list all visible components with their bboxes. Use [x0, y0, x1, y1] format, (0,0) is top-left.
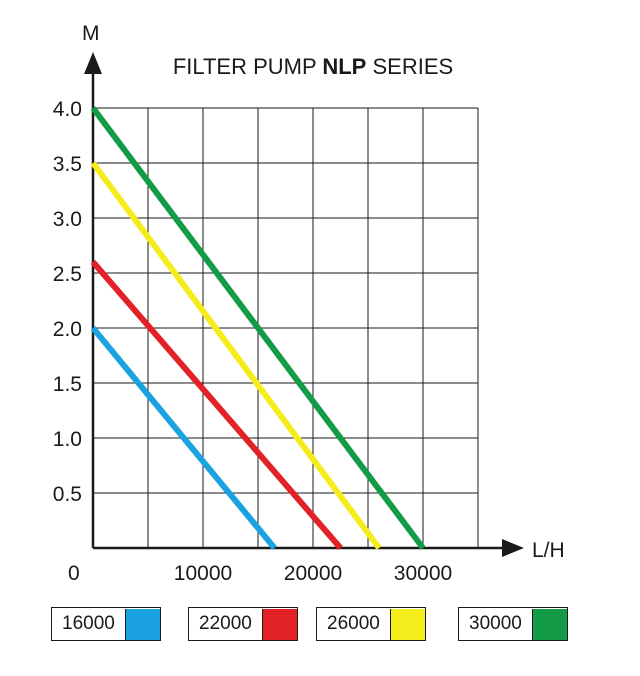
y-tick-label: 1.5: [53, 373, 82, 396]
x-origin-label: 0: [68, 562, 80, 585]
y-tick-label: 3.0: [53, 208, 82, 231]
y-tick-label: 2.5: [53, 263, 82, 286]
legend-swatch: [261, 608, 297, 640]
y-tick-label: 2.0: [53, 318, 82, 341]
chart-title: FILTER PUMP NLP SERIES: [173, 54, 453, 79]
legend-label: 26000: [327, 613, 380, 634]
chart-title-part-2: NLP: [322, 54, 366, 79]
legend-item: 30000: [458, 606, 568, 642]
legend-box: 30000: [458, 607, 568, 641]
legend-box: 16000: [51, 607, 161, 641]
legend-label: 16000: [62, 613, 115, 634]
x-tick-label: 30000: [394, 562, 452, 585]
legend-swatch: [531, 608, 567, 640]
series-line-16000: [90, 326, 277, 550]
series-line-22000: [90, 260, 343, 550]
y-tick-label: 0.5: [53, 483, 82, 506]
legend-item: 16000: [51, 606, 161, 642]
chart-title-part-1: FILTER PUMP: [173, 54, 323, 79]
grid: [93, 107, 479, 548]
series-lines: [90, 106, 426, 550]
series-line-26000: [90, 161, 382, 550]
legend-box: 26000: [316, 607, 426, 641]
legend-label: 30000: [469, 613, 522, 634]
legend-box: 22000: [188, 607, 298, 641]
legend-swatch: [124, 608, 160, 640]
y-tick-label: 1.0: [53, 428, 82, 451]
x-tick-label: 10000: [174, 562, 232, 585]
chart-title-part-3: SERIES: [366, 54, 453, 79]
y-axis-arrow-icon: [84, 52, 102, 74]
x-tick-label: 20000: [284, 562, 342, 585]
axes: [84, 52, 524, 557]
x-axis-label: L/H: [532, 539, 565, 562]
y-axis-label: M: [82, 22, 100, 45]
legend-label: 22000: [199, 613, 252, 634]
y-tick-label: 4.0: [53, 98, 82, 121]
x-axis-arrow-icon: [502, 539, 524, 557]
y-tick-label: 3.5: [53, 153, 82, 176]
legend-swatch: [389, 608, 425, 640]
series-line-30000: [90, 106, 426, 550]
legend-item: 26000: [316, 606, 426, 642]
tick-labels: 0.5 1.0 1.5 2.0 2.5 3.0 3.5 4.0 10000 20000 30000: [53, 98, 452, 585]
legend-item: 22000: [188, 606, 298, 642]
